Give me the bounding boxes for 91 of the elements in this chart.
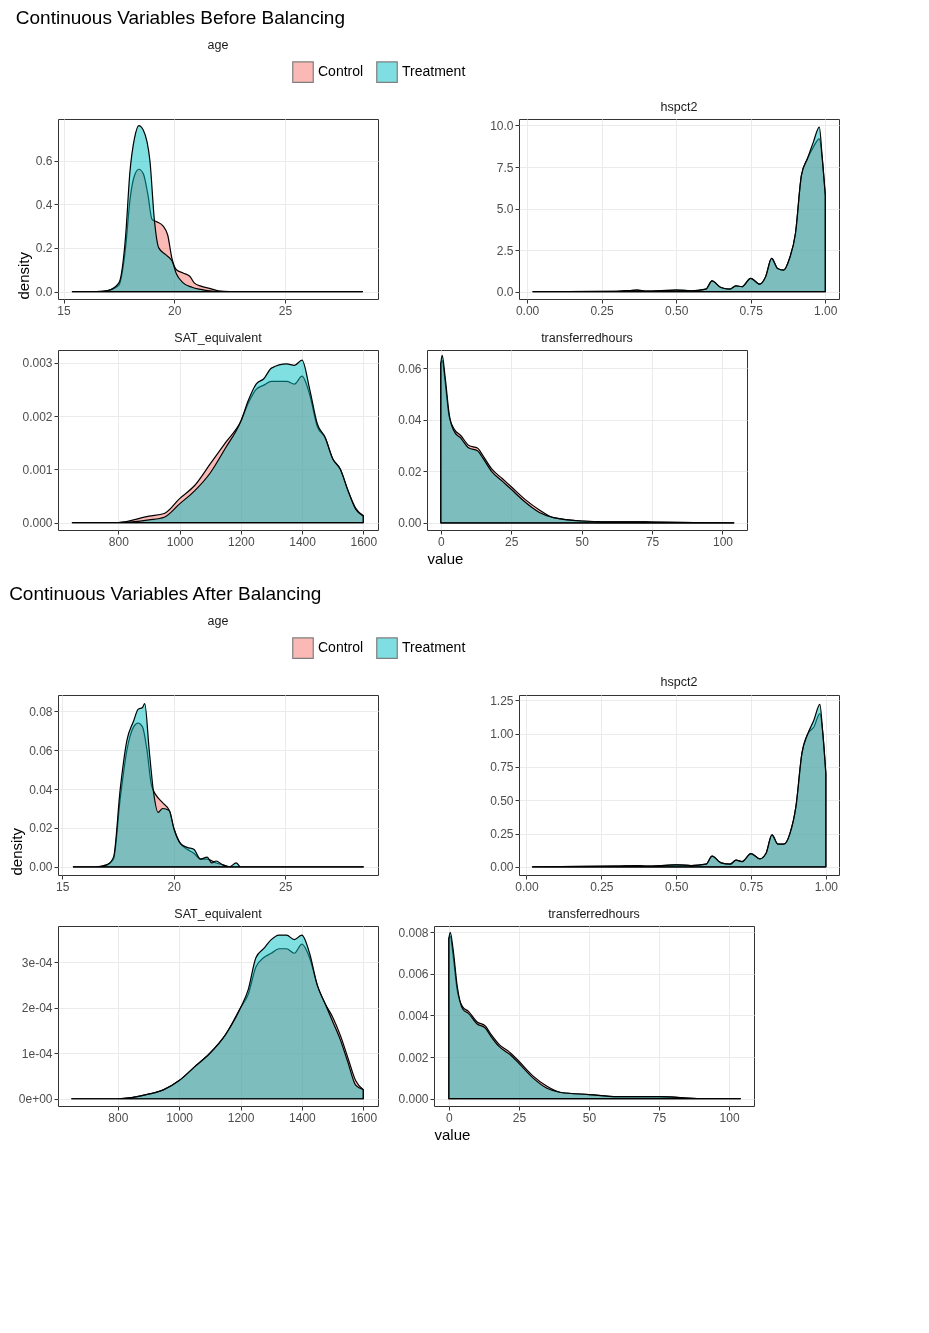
x-tick-label: 1400 xyxy=(289,1110,317,1125)
y-tick-label: 0.000 xyxy=(22,516,53,531)
y-tick-label: 0.06 xyxy=(398,361,422,376)
y-tick-label: 0.04 xyxy=(29,782,53,797)
x-tick-label: 0.00 xyxy=(515,303,540,318)
y-tick-label: 0.4 xyxy=(35,197,53,212)
y-axis-title: density xyxy=(14,251,32,300)
x-tick-label: 50 xyxy=(575,534,590,549)
x-tick-label: 0.50 xyxy=(664,879,689,894)
x-tick-label: 50 xyxy=(582,1110,597,1125)
text: Continuous Variables Before Balancing xyxy=(15,7,346,28)
y-tick-label: 0e+00 xyxy=(18,1092,53,1107)
chart-title: age xyxy=(207,37,229,52)
y-tick-label: 0.75 xyxy=(490,760,514,775)
x-tick-label: 75 xyxy=(645,534,660,549)
x-tick-label: 0.25 xyxy=(590,303,615,318)
y-tick-label: 0.002 xyxy=(398,1050,429,1065)
y-tick-label: 3e-04 xyxy=(21,955,53,970)
x-axis-title: value xyxy=(427,549,464,567)
legend-label: Treatment xyxy=(402,639,466,656)
y-tick-label: 1.25 xyxy=(490,693,514,708)
chart-title: transferredhours xyxy=(541,330,633,345)
y-tick-label: 0.04 xyxy=(398,413,422,428)
x-tick-label: 800 xyxy=(108,1110,129,1125)
x-tick-label: 1200 xyxy=(227,534,255,549)
chart-title: SAT_equivalent xyxy=(174,330,263,345)
x-tick-label: 0.00 xyxy=(515,879,539,894)
x-tick-label: 1600 xyxy=(350,534,378,549)
y-tick-label: 0.50 xyxy=(490,793,514,808)
x-tick-label: 100 xyxy=(719,1110,740,1125)
x-axis-title: value xyxy=(434,1125,471,1143)
text: Continuous Variables After Balancing xyxy=(9,583,322,604)
y-tick-label: 0.02 xyxy=(29,821,53,836)
y-tick-label: 1.00 xyxy=(490,727,514,742)
y-axis-title: density xyxy=(8,827,26,876)
x-tick-label: 1.00 xyxy=(814,879,839,894)
x-tick-label: 0.75 xyxy=(739,879,764,894)
y-tick-label: 0.0 xyxy=(496,285,514,300)
x-tick-label: 20 xyxy=(168,303,182,318)
y-tick-label: 2.5 xyxy=(496,243,514,258)
y-tick-label: 0.25 xyxy=(490,827,514,842)
y-tick-label: 0.6 xyxy=(35,154,53,168)
x-tick-label: 15 xyxy=(57,303,72,318)
y-tick-label: 0.006 xyxy=(398,967,429,982)
x-tick-label: 15 xyxy=(56,879,70,894)
chart-title: transferredhours xyxy=(548,906,640,921)
y-tick-label: 0.004 xyxy=(398,1008,429,1023)
x-tick-label: 1400 xyxy=(289,534,317,549)
x-tick-label: 1600 xyxy=(350,1110,378,1125)
x-tick-label: 1200 xyxy=(227,1110,255,1125)
x-tick-label: 0 xyxy=(437,534,445,549)
x-tick-label: 800 xyxy=(108,534,130,549)
legend-label: Treatment xyxy=(402,63,466,80)
y-tick-label: 0.001 xyxy=(22,462,53,477)
y-tick-label: 0.2 xyxy=(35,241,53,256)
y-tick-label: 2e-04 xyxy=(21,1001,53,1016)
y-tick-label: 0.00 xyxy=(490,860,514,875)
y-tick-label: 0.008 xyxy=(398,925,429,940)
x-tick-label: 25 xyxy=(505,534,519,549)
x-tick-label: 25 xyxy=(278,303,293,318)
x-tick-label: 0 xyxy=(446,1110,454,1125)
y-tick-label: 1e-04 xyxy=(21,1046,53,1061)
x-tick-label: 1000 xyxy=(166,1110,194,1125)
y-tick-label: 7.5 xyxy=(496,160,514,175)
x-tick-label: 25 xyxy=(279,879,293,894)
y-tick-label: 0.003 xyxy=(22,356,53,371)
x-tick-label: 0.25 xyxy=(590,879,614,894)
y-tick-label: 0.02 xyxy=(398,464,422,479)
y-tick-label: 0.0 xyxy=(35,285,53,300)
y-tick-label: 0.00 xyxy=(398,516,422,531)
x-tick-label: 25 xyxy=(512,1110,527,1125)
x-tick-label: 0.50 xyxy=(664,303,689,318)
x-tick-label: 75 xyxy=(652,1110,667,1125)
x-tick-label: 100 xyxy=(712,534,734,549)
x-tick-label: 0.75 xyxy=(739,303,764,318)
x-tick-label: 20 xyxy=(167,879,182,894)
x-tick-label: 1000 xyxy=(166,534,194,549)
y-tick-label: 0.06 xyxy=(29,743,53,758)
chart-title: SAT_equivalent xyxy=(174,906,263,921)
chart-title: hspct2 xyxy=(660,99,698,114)
chart-title: hspct2 xyxy=(660,674,698,689)
chart-title: age xyxy=(207,613,229,628)
y-tick-label: 5.0 xyxy=(496,202,514,217)
legend-label: Control xyxy=(318,63,364,80)
y-tick-label: 0.000 xyxy=(398,1092,429,1107)
legend-label: Control xyxy=(318,639,364,656)
y-tick-label: 10.0 xyxy=(490,118,514,133)
x-tick-label: 1.00 xyxy=(814,303,838,318)
y-tick-label: 0.002 xyxy=(22,409,53,424)
y-tick-label: 0.00 xyxy=(29,860,53,875)
y-tick-label: 0.08 xyxy=(29,704,53,719)
